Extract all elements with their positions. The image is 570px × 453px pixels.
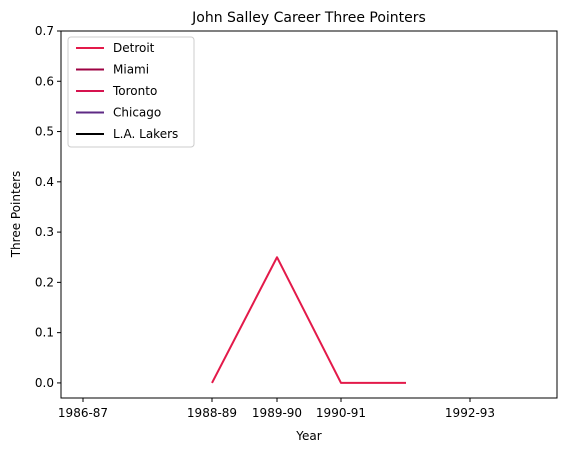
series-layer: [211, 256, 406, 384]
y-tick-label: 0.7: [35, 24, 54, 38]
x-tick-label: 1989-90: [252, 406, 302, 420]
y-tick-label: 0.4: [35, 175, 54, 189]
y-tick-label: 0.1: [35, 326, 54, 340]
legend-box: [67, 36, 195, 148]
y-tick-label: 0.3: [35, 225, 54, 239]
chart-title: John Salley Career Three Pointers: [191, 10, 426, 26]
y-tick-label: 0.5: [35, 125, 54, 139]
x-tick-label: 1992-93: [445, 406, 495, 420]
y-axis-ticks: 0.0 0.1 0.2 0.3 0.4 0.5 0.6 0.7: [35, 24, 61, 390]
x-tick-label: 1986-87: [58, 406, 108, 420]
x-axis-ticks: 1986-87 1988-89 1989-90 1990-91 1992-93: [58, 398, 495, 420]
y-axis-label: Three Pointers: [9, 171, 23, 259]
legend-label-detroit: Detroit: [113, 41, 155, 55]
legend-label-chicago: Chicago: [113, 106, 161, 120]
x-axis-label: Year: [295, 429, 321, 443]
y-tick-label: 0.6: [35, 74, 54, 88]
y-tick-label: 0.2: [35, 275, 54, 289]
legend: Detroit Miami Toronto Chicago L.A. Lakers: [67, 36, 195, 148]
x-tick-label: 1990-91: [316, 406, 366, 420]
y-tick-label: 0.0: [35, 376, 54, 390]
legend-label-miami: Miami: [113, 63, 149, 77]
series-line-detroit: [211, 256, 406, 384]
legend-label-l-a-lakers: L.A. Lakers: [113, 127, 178, 141]
x-tick-label: 1988-89: [187, 406, 237, 420]
legend-label-toronto: Toronto: [112, 84, 157, 98]
